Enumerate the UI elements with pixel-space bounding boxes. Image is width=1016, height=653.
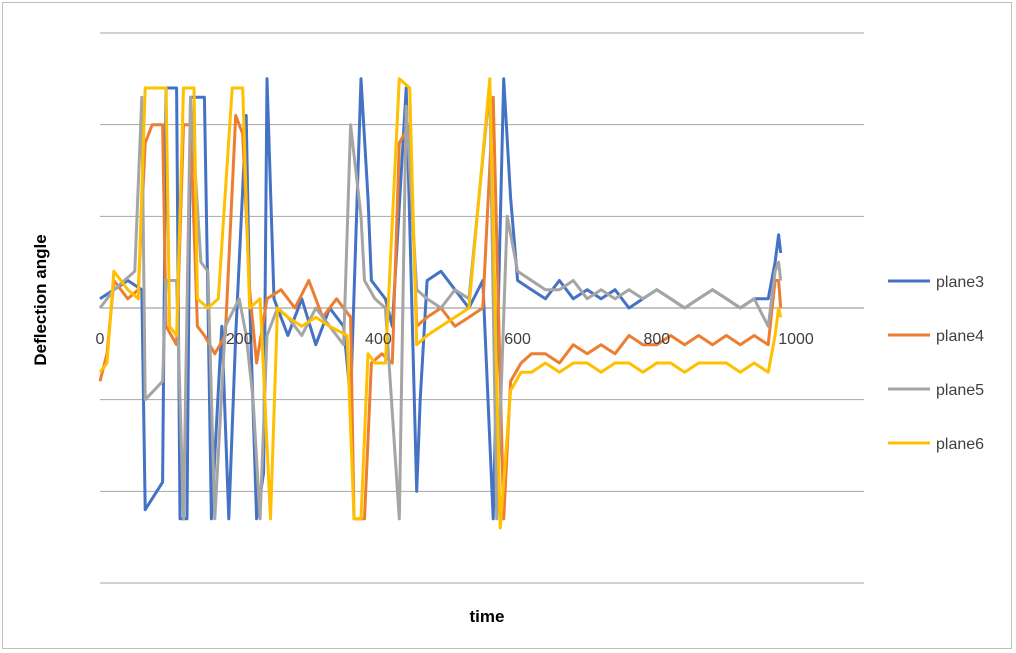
x-tick-label: 800: [643, 331, 670, 348]
series-line-plane4: [98, 95, 783, 521]
series-line-plane3: [99, 77, 783, 521]
y-axis-title: Deflection angle: [31, 234, 50, 365]
x-tick-label: 0: [96, 331, 105, 348]
series-lines: [98, 77, 783, 530]
x-tick-label: 200: [226, 331, 253, 348]
legend-label-plane3: plane3: [936, 274, 984, 291]
x-axis-tick-labels: 0 200 400 600 800 1000: [96, 331, 814, 348]
x-tick-label: 1000: [778, 331, 814, 348]
x-axis-title: time: [470, 607, 505, 626]
legend-label-plane4: plane4: [936, 328, 984, 345]
legend: plane3 plane4 plane5 plane6: [888, 274, 984, 453]
legend-label-plane6: plane6: [936, 436, 984, 453]
x-tick-label: 600: [504, 331, 531, 348]
x-tick-label: 400: [365, 331, 392, 348]
series-line-plane6: [98, 77, 783, 530]
legend-label-plane5: plane5: [936, 382, 984, 399]
